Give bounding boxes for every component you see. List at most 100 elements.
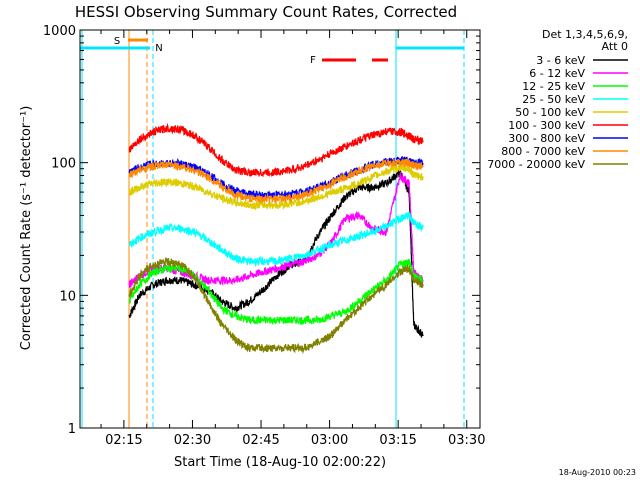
series-point <box>220 197 223 199</box>
x-tick-label: 03:30 <box>448 433 485 448</box>
series-point <box>303 347 305 349</box>
series-point <box>152 231 154 233</box>
series-point <box>220 185 223 188</box>
series-point <box>330 152 333 154</box>
legend-label: 25 - 50 keV <box>522 93 585 106</box>
series-point <box>399 174 401 177</box>
series-point <box>152 263 154 266</box>
series-point <box>166 127 168 129</box>
legend-header: Det 1,3,4,5,6,9, <box>542 28 628 41</box>
series-point <box>275 198 278 201</box>
series-point <box>412 323 415 326</box>
series-point <box>385 225 388 228</box>
series-point <box>193 169 196 171</box>
series-point <box>179 263 182 266</box>
legend-label: 12 - 25 keV <box>522 80 585 93</box>
legend-label: 7000 - 20000 keV <box>487 158 585 171</box>
series-point <box>262 198 264 201</box>
series-point <box>289 202 292 205</box>
series-point <box>166 180 168 183</box>
series-3 <box>128 212 424 267</box>
series-point <box>248 300 250 303</box>
series-point <box>220 307 223 309</box>
series-point <box>371 231 374 233</box>
timestamp: 18-Aug-2010 00:23 <box>559 468 636 477</box>
annotation-n: N <box>155 43 162 54</box>
legend-label: 3 - 6 keV <box>536 54 585 67</box>
series-7 <box>128 157 424 204</box>
series-point <box>166 267 168 270</box>
series-point <box>316 319 319 321</box>
series-8 <box>128 256 424 355</box>
series-point <box>234 307 237 309</box>
series-point <box>275 275 278 277</box>
series-point <box>138 294 141 297</box>
series-point <box>262 289 264 291</box>
series-point <box>385 284 388 286</box>
series-point <box>193 134 196 137</box>
series-point <box>385 182 388 185</box>
series-point <box>220 323 223 326</box>
series-point <box>303 260 305 263</box>
legend-label: 100 - 300 keV <box>508 119 585 132</box>
series-point <box>385 170 388 173</box>
series-point <box>234 279 237 282</box>
y-tick-label: 1000 <box>43 24 76 39</box>
legend-label: 50 - 100 keV <box>515 106 585 119</box>
series-point <box>128 174 131 177</box>
series-point <box>422 225 424 228</box>
series-point <box>234 339 237 341</box>
series-6 <box>128 155 424 200</box>
series-point <box>422 176 424 178</box>
series-point <box>422 140 424 143</box>
series-point <box>316 189 319 192</box>
series-point <box>152 165 154 168</box>
x-tick-label: 03:15 <box>379 433 416 448</box>
series-point <box>371 289 374 291</box>
series-point <box>399 161 401 163</box>
series-point <box>128 149 131 151</box>
series-point <box>275 267 278 270</box>
x-tick-label: 02:45 <box>242 433 279 448</box>
series-point <box>422 334 424 337</box>
series-point <box>422 279 424 282</box>
series-point <box>344 145 346 148</box>
series-point <box>371 165 374 168</box>
series-point <box>275 319 278 321</box>
series-point <box>234 257 237 260</box>
series-point <box>422 165 424 168</box>
series-point <box>166 260 168 263</box>
legend-label: 800 - 7000 keV <box>501 145 585 158</box>
series-point <box>330 334 333 337</box>
y-axis-label: Corrected Count Rate (s⁻¹ detector⁻¹) <box>19 106 34 351</box>
series-point <box>262 271 264 273</box>
series-point <box>152 182 154 185</box>
series-point <box>385 231 388 233</box>
series-point <box>412 138 415 141</box>
series-point <box>408 182 410 185</box>
series-point <box>399 263 401 266</box>
series-point <box>207 191 209 193</box>
series-point <box>262 319 264 321</box>
series-point <box>128 244 131 246</box>
series-point <box>399 271 401 273</box>
series-point <box>179 279 182 282</box>
series-line <box>128 122 424 178</box>
series-point <box>275 194 278 196</box>
series-point <box>262 171 264 174</box>
series-point <box>399 217 401 220</box>
series-point <box>179 165 182 168</box>
series-point <box>303 319 305 321</box>
series-point <box>344 187 346 190</box>
series-point <box>207 279 209 282</box>
series-point <box>248 193 250 195</box>
series-point <box>358 235 360 237</box>
series-point <box>248 197 250 199</box>
series-point <box>371 186 374 189</box>
series-point <box>344 319 346 321</box>
series-point <box>358 170 360 173</box>
series-point <box>316 341 319 344</box>
series-point <box>408 214 410 217</box>
series-point <box>275 171 278 173</box>
